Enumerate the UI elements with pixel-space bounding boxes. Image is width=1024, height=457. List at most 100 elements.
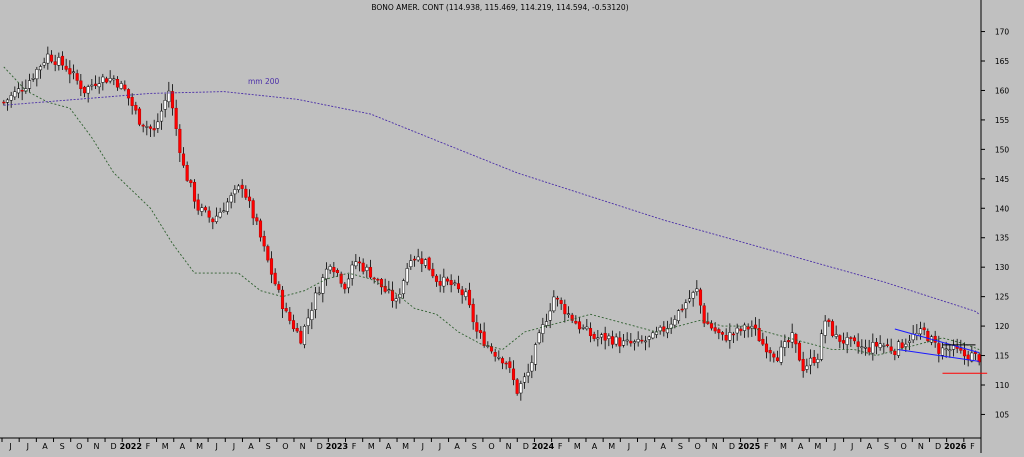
candle-body <box>409 260 413 268</box>
x-tick-label: F <box>352 442 357 451</box>
candle-body <box>687 298 692 302</box>
candle-body <box>860 346 864 349</box>
candle-body <box>827 319 831 323</box>
ma-200-label: mm 200 <box>248 77 280 86</box>
candle-body <box>31 78 35 80</box>
candle-body <box>93 83 98 86</box>
candle-body <box>607 335 611 339</box>
candle-body <box>464 291 468 297</box>
candle-body <box>53 61 57 65</box>
candle-body <box>632 341 637 344</box>
candle-body <box>222 210 226 213</box>
y-tick-label: 130 <box>995 263 1010 272</box>
candle-body <box>434 275 439 282</box>
candle-body <box>178 128 182 153</box>
x-tick-label: J <box>627 442 630 451</box>
candle-body <box>526 372 530 377</box>
candle-body <box>544 321 549 326</box>
x-tick-label: N <box>300 442 306 451</box>
candle-body <box>273 272 277 285</box>
candle-body <box>405 268 409 283</box>
x-tick-label: J <box>421 442 424 451</box>
candle-body <box>698 289 703 306</box>
y-tick-label: 170 <box>995 28 1010 37</box>
candle-body <box>445 278 450 282</box>
candle-body <box>460 289 464 296</box>
candle-body <box>236 185 241 191</box>
x-tick-label: O <box>694 442 700 451</box>
candle-body <box>174 107 178 129</box>
candle-body <box>874 341 879 347</box>
candle-body <box>662 326 666 332</box>
candle-body <box>508 361 512 368</box>
trendline-upper <box>894 328 980 354</box>
y-tick-label: 115 <box>995 352 1010 361</box>
candle-body <box>750 326 754 329</box>
x-tick-label: N <box>918 442 924 451</box>
candle-body <box>35 69 39 80</box>
candle-body <box>321 277 325 294</box>
candle-body <box>361 262 365 272</box>
candle-body <box>922 327 926 331</box>
x-tick-label: A <box>661 442 667 451</box>
x-tick-label: A <box>248 442 254 451</box>
candle-body <box>808 357 813 366</box>
candle-body <box>181 153 186 166</box>
y-tick-label: 150 <box>995 145 1010 154</box>
candle-body <box>871 342 875 354</box>
x-tick-label: 2025 <box>738 442 761 451</box>
candle-body <box>896 341 901 356</box>
candle-body <box>156 121 160 129</box>
x-tick-label: A <box>42 442 48 451</box>
x-tick-label: O <box>76 442 82 451</box>
candle-body <box>163 100 167 110</box>
candle-body <box>577 321 582 330</box>
candle-body <box>82 86 87 94</box>
candle-body <box>768 350 772 354</box>
x-tick-label: M <box>608 442 615 451</box>
candle-body <box>467 289 472 306</box>
candle-body <box>977 354 981 363</box>
y-tick-label: 145 <box>995 175 1010 184</box>
candle-body <box>343 283 347 290</box>
candle-body <box>42 62 46 66</box>
candle-body <box>882 345 886 347</box>
candle-body <box>394 298 398 302</box>
candle-body <box>691 292 695 299</box>
ma-200-line <box>3 91 980 315</box>
candle-body <box>387 289 391 291</box>
candle-body <box>68 68 72 75</box>
candle-body <box>427 257 431 270</box>
candle-body <box>134 104 138 111</box>
x-tick-label: M <box>368 442 375 451</box>
candle-body <box>522 376 527 383</box>
candle-body <box>295 327 299 332</box>
x-tick-label: F <box>970 442 975 451</box>
candle-body <box>552 296 556 312</box>
candle-body <box>504 362 508 365</box>
candle-body <box>548 310 552 321</box>
candle-body <box>621 340 626 346</box>
candle-body <box>651 332 655 339</box>
candle-body <box>706 321 710 324</box>
candle-body <box>823 320 827 336</box>
candle-body <box>104 78 109 83</box>
candle-body <box>137 108 142 125</box>
candle-body <box>310 310 314 320</box>
candle-body <box>86 86 90 94</box>
x-tick-label: A <box>454 442 460 451</box>
candle-body <box>944 348 948 351</box>
candle-body <box>889 346 893 351</box>
candle-body <box>302 326 307 345</box>
candle-body <box>306 317 310 326</box>
candle-body <box>838 335 842 342</box>
candle-body <box>680 308 684 311</box>
candle-body <box>581 327 585 329</box>
candle-body <box>790 332 794 343</box>
x-tick-label: D <box>111 442 117 451</box>
y-tick-label: 140 <box>995 204 1010 213</box>
candle-body <box>372 277 376 280</box>
candle-body <box>937 343 941 354</box>
candle-body <box>159 110 164 122</box>
candle-body <box>801 358 805 372</box>
